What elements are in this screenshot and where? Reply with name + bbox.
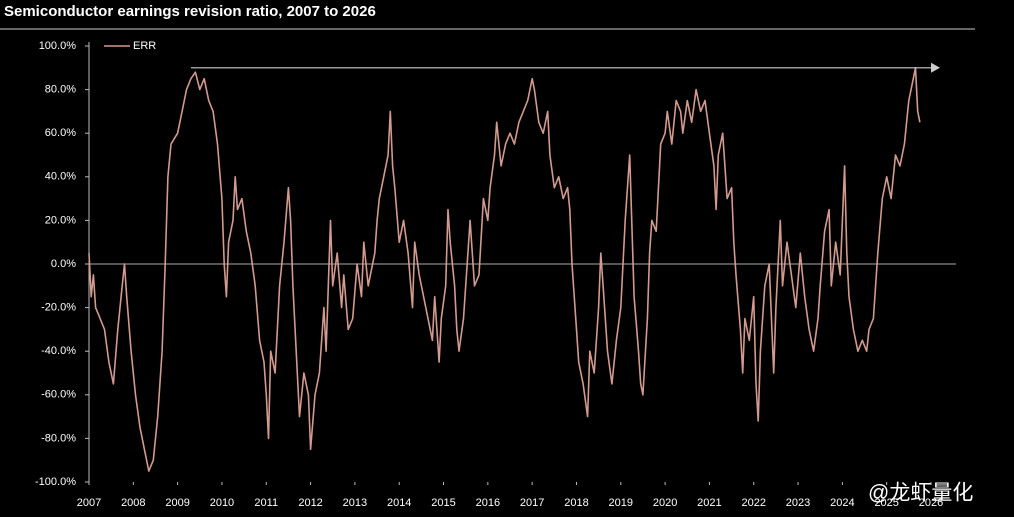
y-tick-label: 20.0% [45,214,76,226]
x-tick-label: 2014 [387,497,411,509]
y-tick-label: 80.0% [45,84,76,96]
x-tick-label: 2011 [254,497,278,509]
legend-label: ERR [133,40,156,52]
y-tick-label: -40.0% [41,345,76,357]
x-tick-label: 2026 [919,497,943,509]
x-tick-label: 2017 [520,497,544,509]
x-tick-label: 2007 [77,497,101,509]
x-tick-label: 2020 [653,497,677,509]
y-tick-label: 40.0% [45,171,76,183]
x-tick-label: 2012 [298,497,322,509]
x-tick-label: 2015 [431,497,455,509]
x-tick-label: 2025 [874,497,898,509]
x-tick-label: 2019 [609,497,633,509]
y-tick-label: -100.0% [35,476,76,488]
x-tick-label: 2022 [741,497,765,509]
x-tick-label: 2023 [786,497,810,509]
line-series [88,67,921,472]
x-tick-label: 2010 [210,497,234,509]
y-tick-label: 100.0% [39,40,77,52]
y-tick-label: -80.0% [41,432,76,444]
watermark: @龙虾量化 [868,482,973,505]
x-tick-label: 2009 [165,497,189,509]
x-tick-label: 2008 [121,497,145,509]
y-tick-label: -20.0% [41,302,76,314]
chart-title: Semiconductor earnings revision ratio, 2… [4,3,376,20]
x-tick-label: 2013 [343,497,367,509]
x-tick-label: 2021 [697,497,721,509]
x-tick-label: 2016 [476,497,500,509]
y-tick-label: 60.0% [45,127,76,139]
y-tick-label: -60.0% [41,389,76,401]
arrow-head [931,62,940,73]
x-tick-label: 2018 [564,497,588,509]
x-tick-label: 2024 [830,497,854,509]
y-tick-label: 0.0% [51,258,76,270]
